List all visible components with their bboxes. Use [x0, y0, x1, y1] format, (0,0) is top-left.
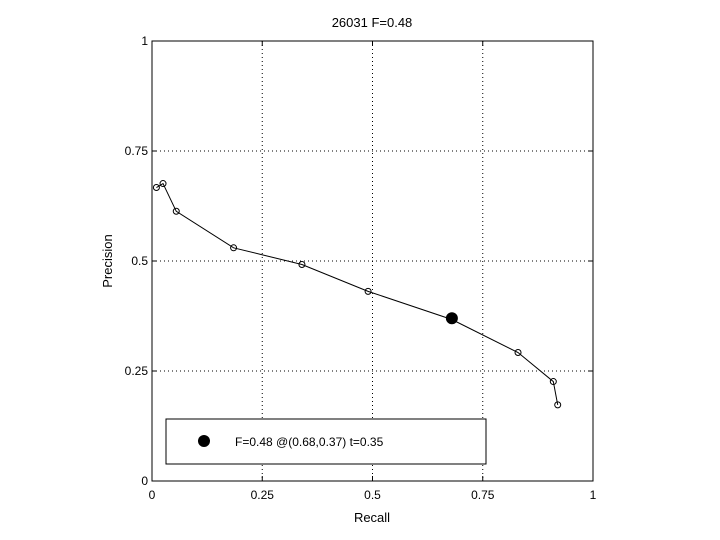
axis-ticks: [151, 40, 594, 482]
data-point: [514, 349, 522, 357]
x-tick-label: 0: [149, 488, 156, 502]
data-point: [298, 261, 306, 269]
y-tick-label: 0.75: [125, 144, 149, 158]
series-group: [152, 180, 562, 409]
y-tick-label: 0.25: [125, 364, 149, 378]
x-tick-label: 1: [590, 488, 597, 502]
y-tick-label: 0: [141, 474, 148, 488]
data-point: [554, 401, 562, 409]
y-axis-label: Precision: [100, 234, 115, 287]
legend-text: F=0.48 @(0.68,0.37) t=0.35: [235, 435, 384, 449]
data-point: [159, 180, 167, 188]
data-point: [364, 287, 372, 295]
data-point: [549, 378, 557, 386]
y-tick-label: 0.5: [131, 254, 148, 268]
data-point: [172, 207, 180, 215]
series-line: [156, 182, 559, 405]
legend-box: [165, 418, 487, 465]
grid-lines: [152, 41, 593, 481]
highlight-point: [445, 312, 458, 325]
y-tick-labels: 0 0.25 0.5 0.75 1: [125, 34, 149, 488]
x-axis-label: Recall: [354, 510, 390, 525]
chart-title: 26031 F=0.48: [332, 15, 413, 30]
legend-marker: [198, 435, 210, 447]
data-point: [230, 244, 238, 252]
x-tick-labels: 0 0.25 0.5 0.75 1: [149, 488, 597, 502]
y-tick-label: 1: [141, 34, 148, 48]
x-tick-label: 0.5: [364, 488, 381, 502]
legend: F=0.48 @(0.68,0.37) t=0.35: [165, 418, 487, 465]
x-tick-label: 0.25: [251, 488, 275, 502]
highlight-group: [445, 312, 458, 325]
data-point: [152, 184, 160, 192]
x-tick-label: 0.75: [471, 488, 495, 502]
